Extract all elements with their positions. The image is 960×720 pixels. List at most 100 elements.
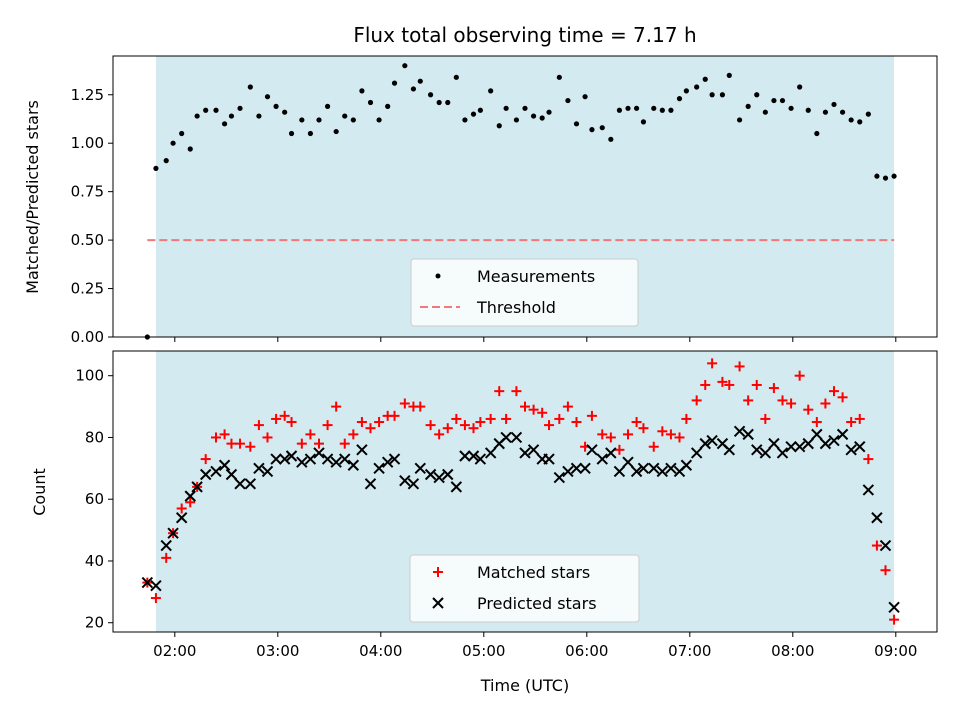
matched-star-point xyxy=(777,395,788,406)
predicted-stars-points xyxy=(141,425,900,614)
measurement-point xyxy=(589,127,595,133)
matched-star-point xyxy=(837,392,848,403)
matched-star-point xyxy=(597,429,608,440)
predicted-star-point xyxy=(184,490,196,502)
matched-star-point xyxy=(846,417,857,428)
matched-star-point xyxy=(459,420,470,431)
matched-star-point xyxy=(494,386,505,397)
predicted-star-point xyxy=(296,456,308,468)
matched-star-point xyxy=(451,413,462,424)
matched-star-point xyxy=(348,429,359,440)
measurement-point xyxy=(565,97,571,104)
measurement-point xyxy=(359,88,365,94)
measurement-point xyxy=(299,117,305,123)
matched-star-point xyxy=(717,376,728,387)
top-legend-box xyxy=(410,258,639,327)
predicted-star-point xyxy=(665,462,677,475)
matched-star-point xyxy=(245,441,256,452)
legend-threshold-label: Threshold xyxy=(476,298,556,317)
measurement-point xyxy=(264,94,271,100)
measurement-point xyxy=(324,103,331,109)
predicted-star-point xyxy=(888,601,900,614)
predicted-star-point xyxy=(723,444,735,456)
measurement-point xyxy=(582,94,588,100)
matched-star-point xyxy=(331,401,342,412)
bottom-x-ticks: 02:00 03:00 04:00 05:00 06:00 07:00 08:00 09:00 xyxy=(153,632,917,660)
measurement-point xyxy=(651,105,657,111)
measurement-point xyxy=(462,117,468,123)
predicted-star-point xyxy=(553,471,566,484)
bottom-panel: 20 40 60 80 100 02:00 03:00 04:00 05:00 06:00 07:… xyxy=(30,350,938,695)
predicted-star-point xyxy=(519,447,531,459)
predicted-star-point xyxy=(596,453,608,465)
bottom-legend: Matched stars Predicted stars xyxy=(409,554,640,623)
bottom-x-tick-label: 03:00 xyxy=(256,642,299,660)
measurement-point xyxy=(170,140,176,146)
measurement-point xyxy=(857,119,863,125)
bottom-x-tick-label: 05:00 xyxy=(462,642,505,660)
measurement-point xyxy=(288,130,295,137)
matched-star-point xyxy=(176,503,187,514)
measurement-point xyxy=(470,111,477,117)
matched-star-point xyxy=(520,401,530,412)
bottom-y-tick-label: 80 xyxy=(85,428,104,446)
matched-star-point xyxy=(365,423,376,434)
measurement-point xyxy=(640,119,647,125)
matched-star-point xyxy=(253,420,264,431)
matched-star-point xyxy=(271,413,282,424)
matched-star-point xyxy=(322,420,333,431)
predicted-star-point xyxy=(785,441,797,453)
matched-star-point xyxy=(296,438,307,449)
predicted-star-point xyxy=(680,459,693,471)
matched-star-point xyxy=(544,420,555,431)
top-axes-frame xyxy=(112,55,938,338)
predicted-star-point xyxy=(793,441,806,453)
predicted-star-point xyxy=(467,450,480,462)
predicted-star-point xyxy=(261,465,274,478)
predicted-star-point xyxy=(160,539,172,552)
measurement-point xyxy=(573,121,580,127)
predicted-star-point xyxy=(656,465,669,478)
matched-star-point xyxy=(623,429,633,440)
top-legend: Measurements Threshold xyxy=(410,258,639,327)
predicted-star-point xyxy=(304,453,317,465)
predicted-star-point xyxy=(313,447,325,459)
matched-stars-points xyxy=(142,358,900,625)
measurement-point xyxy=(237,105,243,111)
measurement-point xyxy=(822,109,829,115)
measurement-point xyxy=(513,117,520,123)
measurement-point xyxy=(333,128,339,135)
predicted-star-point xyxy=(648,462,660,475)
measurement-point xyxy=(659,107,665,113)
predicted-star-point xyxy=(225,468,238,481)
predicted-star-point xyxy=(836,428,849,441)
matched-star-point xyxy=(829,386,839,397)
top-y-tick-label: 0.00 xyxy=(71,328,104,346)
matched-star-point xyxy=(681,413,692,424)
top-y-tick-label: 0.50 xyxy=(71,231,104,249)
measurement-points xyxy=(144,63,897,340)
bottom-x-axis-label: Time (UTC) xyxy=(480,676,569,695)
measurement-point xyxy=(848,117,854,123)
bottom-y-tick-label: 100 xyxy=(75,367,104,385)
measurement-point xyxy=(367,99,374,106)
measurement-point xyxy=(891,173,897,179)
matched-star-point xyxy=(339,438,350,449)
predicted-star-point xyxy=(373,462,385,475)
bottom-y-tick-label: 60 xyxy=(85,490,104,508)
predicted-star-point xyxy=(270,453,282,465)
predicted-star-point xyxy=(802,437,814,450)
measurement-point xyxy=(522,105,528,111)
top-y-ticks: 0.00 0.25 0.50 0.75 1.00 1.25 xyxy=(71,86,113,346)
measurement-point xyxy=(608,136,614,142)
bottom-x-tick-label: 08:00 xyxy=(771,642,814,660)
measurement-point xyxy=(179,130,185,137)
matched-star-point xyxy=(820,398,831,409)
measurement-point xyxy=(376,117,382,123)
measurement-point xyxy=(194,113,200,119)
predicted-star-point xyxy=(622,456,634,468)
measurement-point xyxy=(839,109,846,115)
predicted-star-point xyxy=(356,444,368,456)
predicted-star-point xyxy=(871,512,883,524)
